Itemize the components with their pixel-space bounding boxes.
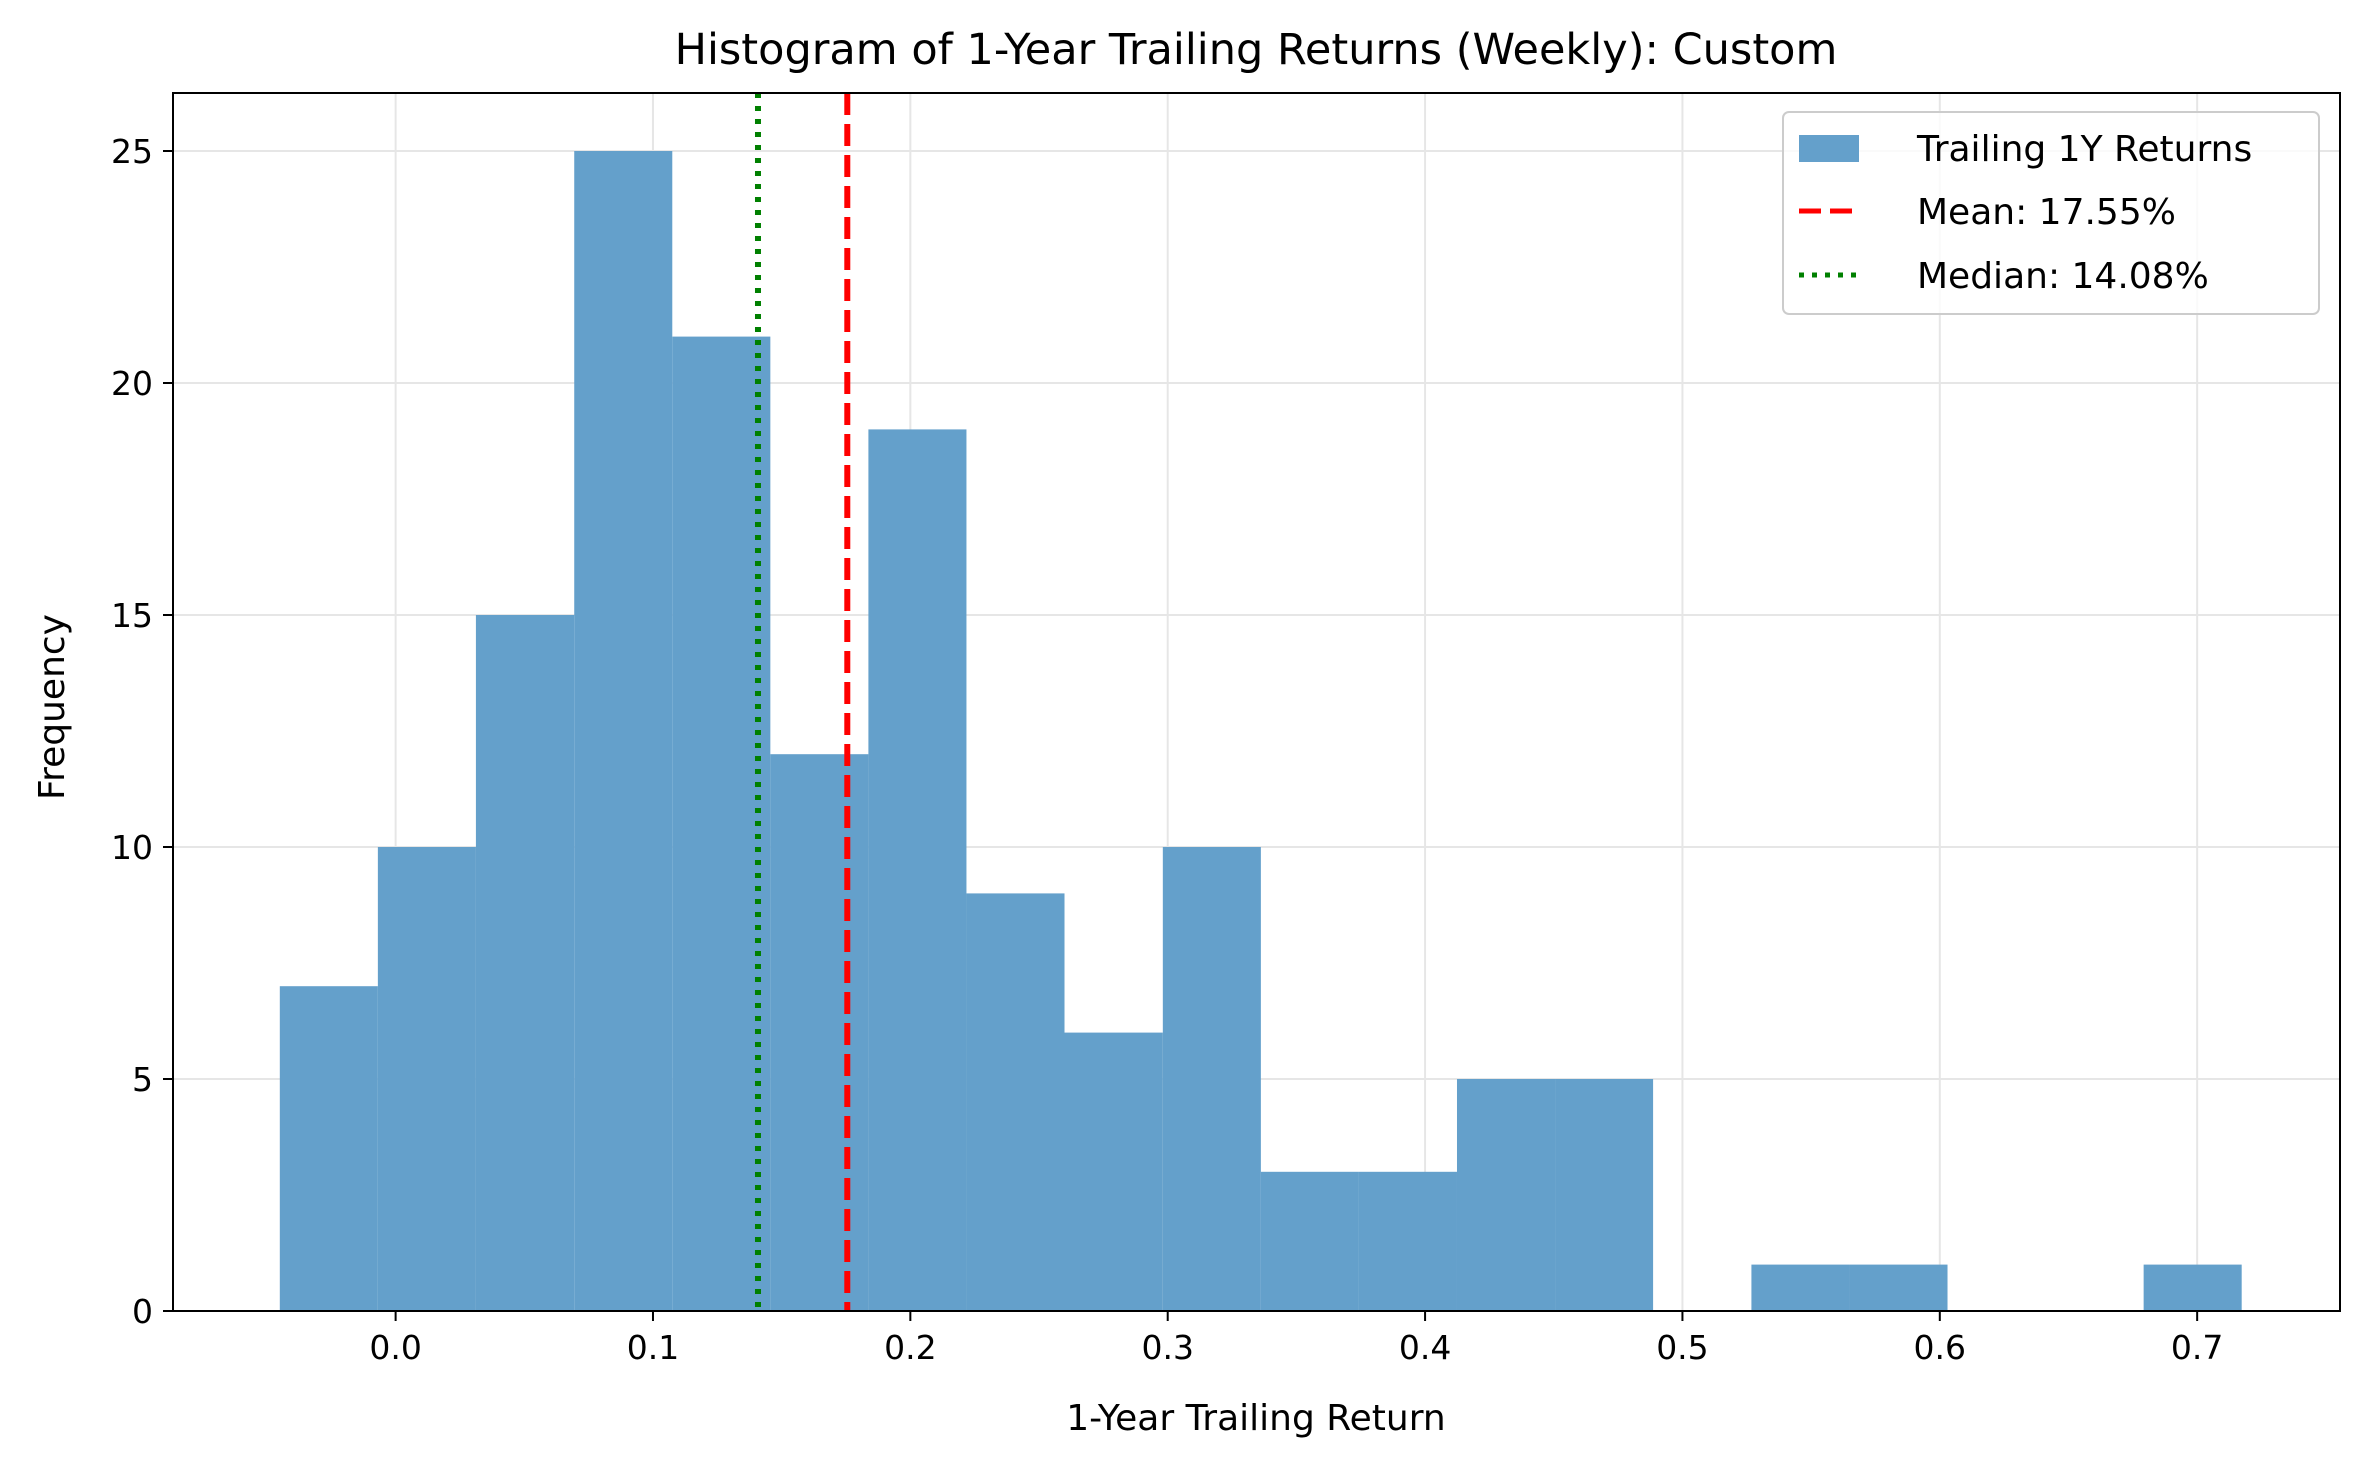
x-tick-label: 0.5 xyxy=(1656,1328,1708,1367)
y-tick-label: 20 xyxy=(111,364,153,403)
histogram-bar xyxy=(1358,1171,1457,1311)
legend-mean-label: Mean: 17.55% xyxy=(1917,192,2176,233)
y-tick-label: 10 xyxy=(111,828,153,867)
ticks-layer: 0.0 0.1 0.2 0.3 0.4 0.5 0.6 0.7 0 5 10 15 20 25 xyxy=(111,132,2223,1367)
histogram-bar xyxy=(1162,847,1261,1311)
x-tick-label: 0.4 xyxy=(1399,1328,1451,1367)
histogram-bar xyxy=(1751,1264,1850,1311)
histogram-bar xyxy=(672,336,771,1312)
histogram-bar xyxy=(1260,1171,1359,1311)
x-tick-label: 0.2 xyxy=(884,1328,936,1367)
histogram-bar xyxy=(770,754,869,1311)
histogram-bar xyxy=(1849,1264,1948,1311)
histogram-bar xyxy=(475,615,575,1311)
legend-median-label: Median: 14.08% xyxy=(1917,256,2209,297)
histogram-bar xyxy=(966,893,1065,1311)
legend: Trailing 1Y Returns Mean: 17.55% Median:… xyxy=(1782,111,2320,315)
y-tick-label: 15 xyxy=(111,596,153,635)
legend-bars-label: Trailing 1Y Returns xyxy=(1916,129,2252,170)
y-tick-label: 25 xyxy=(111,132,153,171)
x-tick-label: 0.0 xyxy=(369,1328,421,1367)
histogram-bar xyxy=(2143,1264,2242,1311)
x-tick-label: 0.7 xyxy=(2171,1328,2223,1367)
y-tick-label: 5 xyxy=(132,1060,153,1099)
histogram-bar xyxy=(1064,1032,1163,1311)
legend-frame xyxy=(1782,111,2320,315)
plot-frame xyxy=(172,92,2341,1312)
histogram-bar xyxy=(279,986,378,1311)
legend-bars-swatch xyxy=(1799,135,1859,162)
histogram-bar xyxy=(1456,1079,1556,1311)
reference-lines-layer xyxy=(754,93,851,1311)
histogram-bar xyxy=(1555,1079,1654,1311)
histogram-bar xyxy=(377,847,476,1311)
x-tick-label: 0.1 xyxy=(627,1328,679,1367)
x-tick-label: 0.3 xyxy=(1141,1328,1193,1367)
histogram-bar xyxy=(868,429,967,1311)
histogram-bar xyxy=(574,151,673,1311)
x-tick-label: 0.6 xyxy=(1914,1328,1966,1367)
x-axis-label: 1-Year Trailing Return xyxy=(1066,1398,1445,1439)
y-tick-label: 0 xyxy=(132,1292,153,1331)
bars-layer xyxy=(279,151,2242,1312)
chart-title: Histogram of 1-Year Trailing Returns (We… xyxy=(675,25,1838,75)
y-axis-label: Frequency xyxy=(32,614,73,800)
